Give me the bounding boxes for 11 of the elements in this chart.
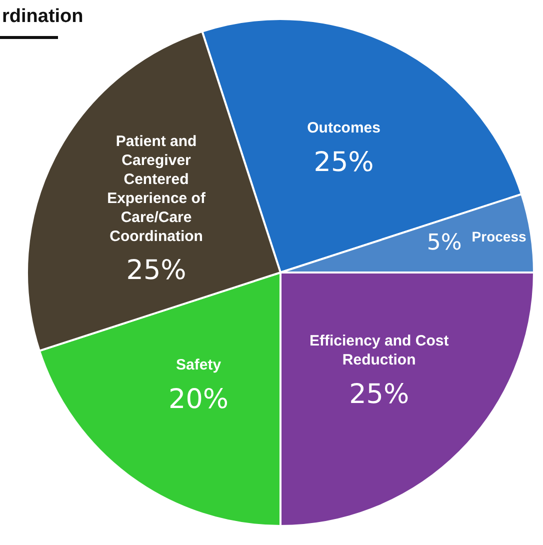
data-label: 20%	[168, 384, 229, 415]
data-label: 25%	[126, 255, 186, 286]
data-label: 25%	[349, 379, 410, 410]
slice-label: Outcomes	[307, 119, 380, 136]
slice-label: Efficiency and Cost Reduction	[309, 332, 449, 369]
data-label: 5%	[426, 230, 462, 256]
slice-label: Patient and Caregiver Centered Experience of Care/Care Coordination	[107, 132, 206, 245]
slice-label: Process	[472, 228, 526, 244]
slice-label: Safety	[176, 356, 222, 374]
chart-title: rdination	[0, 6, 86, 28]
data-label: 25%	[314, 146, 374, 178]
